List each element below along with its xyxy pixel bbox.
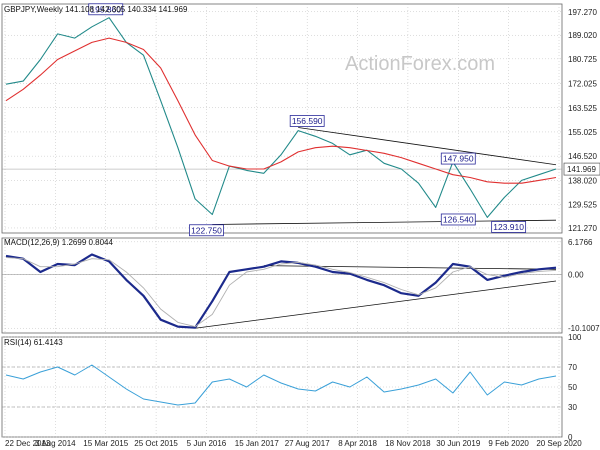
rsi-panel-header: RSI(14) 61.4143 [4, 338, 63, 347]
x-tick-label: 3 Aug 2014 [35, 439, 76, 448]
annotation-label: 122.750 [191, 225, 222, 235]
macd-series-line [5, 253, 557, 329]
annotation-label: 123.910 [493, 222, 524, 232]
trend-line [263, 265, 557, 270]
x-tick-label: 18 Nov 2018 [385, 439, 431, 448]
y-tick-label: 121.270 [568, 224, 597, 233]
x-tick-label: 25 Oct 2015 [134, 439, 178, 448]
annotation-box [440, 213, 476, 226]
x-tick-label: 15 Jan 2017 [235, 439, 280, 448]
panel-frame-1 [1, 237, 563, 334]
annotation-box [88, 3, 124, 16]
y-tick-label: 172.025 [568, 80, 597, 89]
price-panel-header: GBPJPY,Weekly 141.108 142.305 140.334 14… [4, 5, 188, 14]
annotation-label: 156.590 [292, 116, 323, 126]
x-tick-label: 9 Feb 2020 [488, 439, 529, 448]
y-tick-label: 100 [568, 333, 582, 342]
y-tick-label: 189.020 [568, 31, 597, 40]
annotation-label: 195.860 [90, 4, 121, 14]
y-tick-label: 138.020 [568, 176, 597, 185]
signal-series-line [5, 257, 557, 328]
trend-line [195, 280, 557, 329]
panel-frame-0 [1, 3, 563, 234]
macd-panel-header: MACD(12,26,9) 1.2699 0.8044 [4, 238, 114, 247]
ma-series-line [5, 37, 557, 184]
y-tick-label: 180.725 [568, 55, 597, 64]
y-tick-label: 30 [568, 403, 577, 412]
trend-line [298, 127, 557, 166]
y-tick-label: 146.520 [568, 152, 597, 161]
annotation-box [189, 224, 224, 237]
x-tick-label: 8 Apr 2018 [338, 439, 377, 448]
x-tick-label: 20 Sep 2020 [536, 439, 582, 448]
y-tick-label: 70 [568, 363, 577, 372]
annotation-box [289, 115, 325, 127]
y-tick-label: 129.525 [568, 200, 597, 209]
x-tick-label: 27 Aug 2017 [285, 439, 330, 448]
rsi-series-line [5, 364, 557, 406]
trend-line [212, 219, 557, 225]
last-price-label: 141.969 [567, 165, 596, 174]
annotation-box [440, 152, 476, 165]
annotation-label: 147.950 [443, 154, 474, 164]
y-tick-label: 0.00 [568, 271, 584, 280]
x-tick-label: 5 Jun 2016 [187, 439, 227, 448]
y-tick-label: 50 [568, 383, 577, 392]
watermark: ActionForex.com [345, 53, 495, 75]
y-tick-label: 163.525 [568, 104, 597, 113]
x-tick-label: 30 Jun 2019 [436, 439, 481, 448]
y-tick-label: 155.025 [568, 128, 597, 137]
x-tick-label: 15 Mar 2015 [83, 439, 128, 448]
x-tick-label: 22 Dec 2013 [5, 439, 51, 448]
y-tick-label: -10.1007 [568, 324, 600, 333]
annotation-label: 126.540 [443, 214, 474, 224]
last-price-badge [563, 162, 600, 176]
price-series-line [5, 17, 557, 218]
y-tick-label: 0 [568, 433, 573, 442]
annotation-box [491, 221, 527, 233]
y-tick-label: 197.270 [568, 8, 597, 17]
y-tick-label: 6.1766 [568, 238, 593, 247]
